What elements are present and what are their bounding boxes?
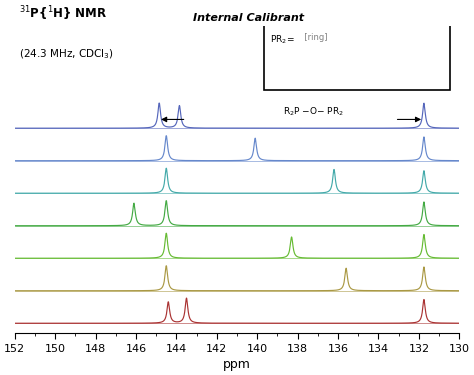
X-axis label: ppm: ppm xyxy=(223,358,251,371)
Text: (24.3 MHz, CDCl$_3$): (24.3 MHz, CDCl$_3$) xyxy=(19,47,114,61)
Text: [ring]: [ring] xyxy=(299,33,328,42)
Text: PR$_2$=: PR$_2$= xyxy=(270,33,295,46)
Text: $^{31}$P{$^{1}$H} NMR: $^{31}$P{$^{1}$H} NMR xyxy=(19,4,108,22)
FancyBboxPatch shape xyxy=(264,20,450,90)
Text: R$_2$P $-$O$-$ PR$_2$: R$_2$P $-$O$-$ PR$_2$ xyxy=(283,106,345,118)
Text: Internal Calibrant: Internal Calibrant xyxy=(192,13,304,22)
